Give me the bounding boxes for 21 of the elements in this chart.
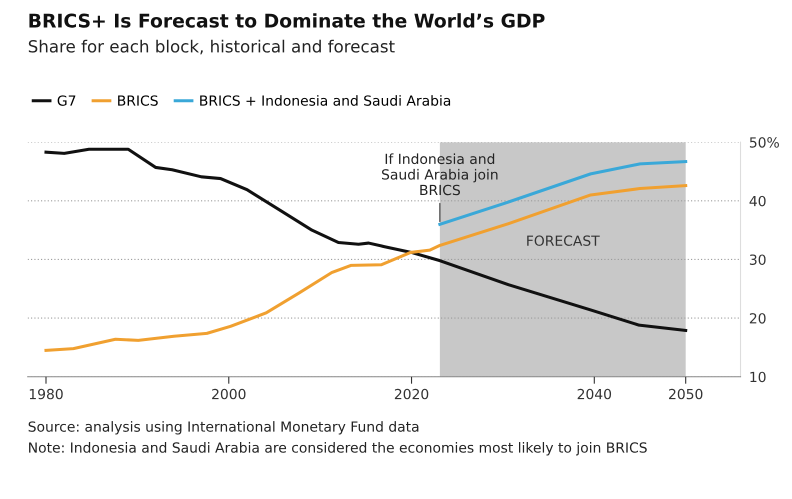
legend-label: BRICS + Indonesia and Saudi Arabia: [200, 95, 450, 106]
x-tick-label: 2040: [578, 388, 612, 400]
y-tick-label: 10: [750, 372, 766, 382]
annotation: If Indonesia and Saudi Arabia join BRICS: [382, 153, 498, 196]
band-label: FORECAST: [527, 235, 600, 246]
source-note: Source: analysis using International Monetary Fund data: [28, 421, 418, 435]
x-tick-label: 2020: [394, 388, 428, 400]
line-series: [44, 184, 688, 352]
line-series: [44, 148, 688, 332]
x-tick-label: 2050: [669, 388, 702, 400]
legend-label: G7: [58, 95, 76, 106]
legend-label: BRICS: [118, 95, 158, 106]
y-tick-label: 50%: [750, 137, 779, 148]
y-tick-label: 40: [750, 196, 766, 206]
text: Note: Indonesia and Saudi Arabia are considered the economies most likely to join BRICS: [29, 442, 647, 456]
chart-subtitle: Share for each block, historical and forecast: [28, 40, 395, 54]
y-tick-label: 30: [750, 254, 766, 265]
y-tick-label: 20: [750, 313, 766, 324]
x-tick-label: 2000: [212, 388, 246, 400]
x-tick-label: 1980: [30, 388, 63, 400]
chart-title: BRICS+ Is Forecast to Dominate the World’s GDP: [29, 13, 545, 28]
